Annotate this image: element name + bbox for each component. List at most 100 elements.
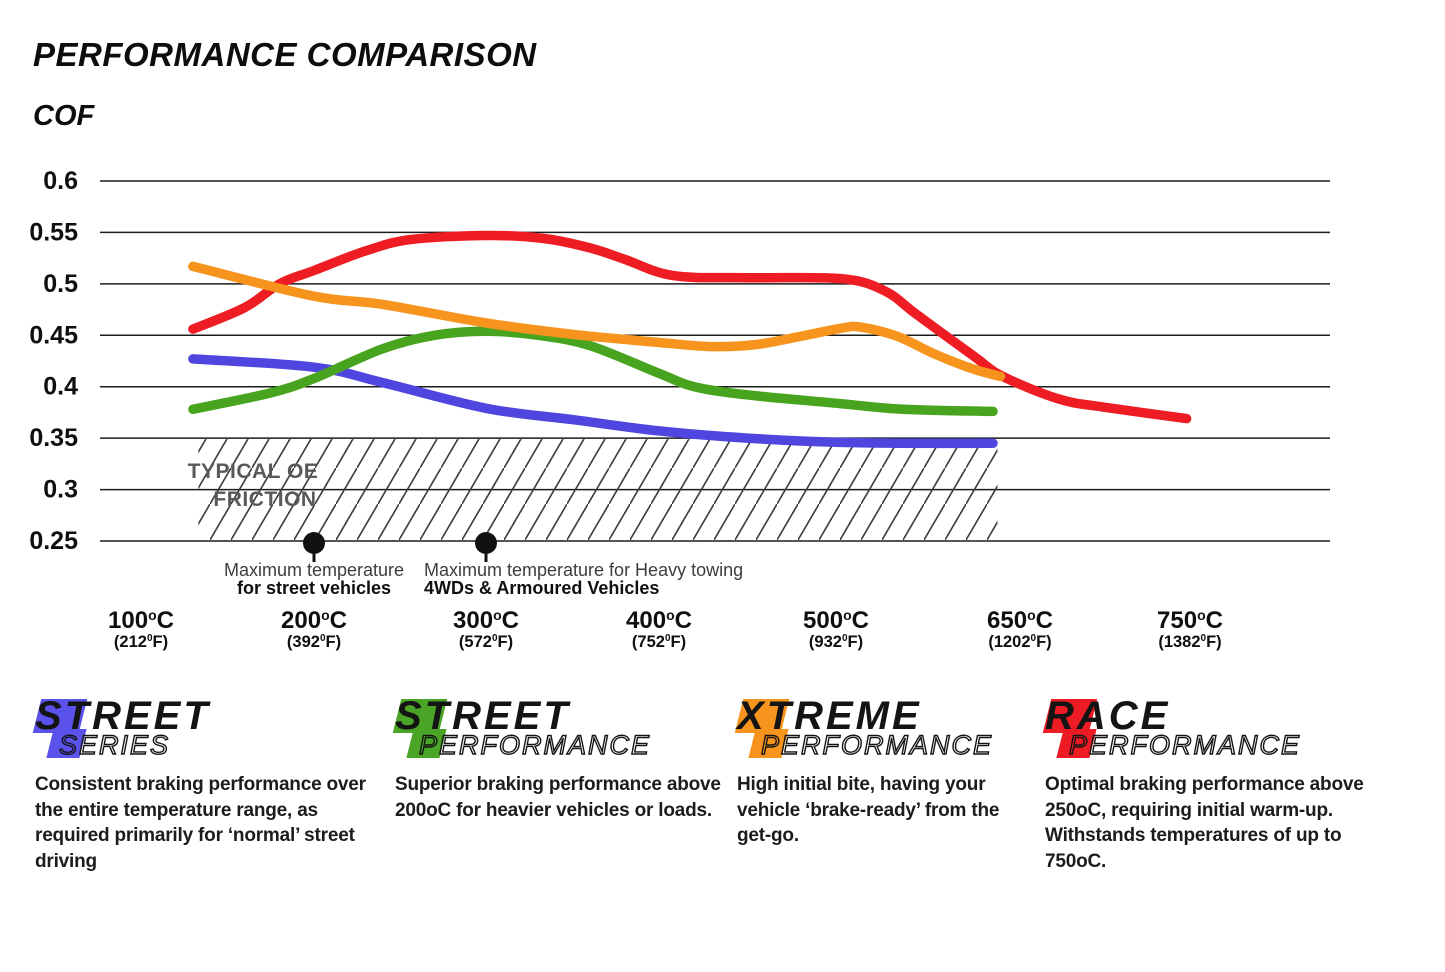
x-tick-celsius: 400oC	[626, 607, 692, 634]
degree-sup: o	[666, 607, 675, 623]
series-line-street-performance	[188, 326, 998, 417]
x-tick-value: (1382	[1158, 633, 1200, 651]
legend-description: High initial bite, having your vehicle ‘…	[737, 774, 1000, 846]
x-tick-unit: F)	[153, 633, 169, 651]
x-tick-unit: C	[157, 607, 174, 634]
degree-sup: o	[321, 607, 330, 623]
x-tick-unit: F)	[1206, 633, 1222, 651]
street-series-logo: STREET SERIES	[32, 694, 387, 770]
x-tick-fahrenheit: (9320F)	[809, 633, 863, 651]
x-tick-celsius: 300oC	[453, 607, 519, 634]
legend-description: Superior braking performance above 200oC…	[395, 774, 721, 821]
x-tick-value: (1202	[988, 633, 1030, 651]
x-tick-unit: F)	[1036, 633, 1052, 651]
y-tick-label: 0.35	[29, 424, 78, 452]
degree-sup: 0	[1201, 633, 1207, 644]
x-tick-unit: C	[852, 607, 869, 634]
oe-friction-label: TYPICAL OE FRICTION	[188, 460, 319, 511]
logo-word-primary: RACE	[1045, 694, 1171, 738]
legend-item-street-series: STREET SERIES Consistent braking perform…	[32, 694, 387, 872]
oe-friction-label-line2: FRICTION	[213, 488, 316, 511]
x-tick-unit: F)	[498, 633, 514, 651]
degree-sup: 0	[320, 633, 326, 644]
logo-word-primary: STREET	[35, 694, 211, 738]
x-tick-fahrenheit: (12020F)	[988, 633, 1051, 651]
x-tick-fahrenheit: (3920F)	[287, 633, 341, 651]
legend-description: Consistent braking performance over the …	[35, 774, 366, 872]
legend-item-xtreme-performance: XTREME PERFORMANCE High initial bite, ha…	[734, 694, 1029, 846]
degree-sup: o	[843, 607, 852, 623]
race-performance-logo: RACE PERFORMANCE	[1042, 694, 1381, 770]
x-tick-unit: C	[675, 607, 692, 634]
x-tick-unit: C	[330, 607, 347, 634]
logo-word-primary: XTREME	[737, 694, 922, 738]
legend-description: Optimal braking performance above 250oC,…	[1045, 774, 1364, 872]
degree-sup: 0	[1031, 633, 1037, 644]
x-tick-value: (392	[287, 633, 320, 651]
x-tick-value: (572	[459, 633, 492, 651]
logo-word-primary: STREET	[395, 694, 571, 738]
oe-friction-label-line1: TYPICAL OE	[188, 460, 319, 483]
degree-sup: 0	[492, 633, 498, 644]
logo-word-secondary: PERFORMANCE	[760, 730, 994, 760]
x-tick-unit: F)	[848, 633, 864, 651]
street-performance-logo: STREET PERFORMANCE	[392, 694, 725, 770]
page-title: PERFORMANCE COMPARISON	[33, 36, 537, 73]
x-tick-value: 400	[626, 607, 666, 634]
x-tick-celsius: 100oC	[108, 607, 174, 634]
annotation-line2: 4WDs & Armoured Vehicles	[424, 578, 659, 598]
y-tick-label: 0.55	[29, 218, 78, 246]
x-tick-value: 200	[281, 607, 321, 634]
degree-sup: 0	[665, 633, 671, 644]
degree-sup: o	[1197, 607, 1206, 623]
x-tick-celsius: 650oC	[987, 607, 1053, 634]
annotation-line1: Maximum temperature for Heavy towing	[424, 560, 743, 580]
series-line-race-performance	[188, 230, 1192, 424]
x-tick-celsius: 200oC	[281, 607, 347, 634]
logo-word-secondary: PERFORMANCE	[1068, 730, 1302, 760]
x-tick-value: 650	[987, 607, 1027, 634]
y-tick-label: 0.45	[29, 321, 78, 349]
degree-sup: 0	[147, 633, 153, 644]
annotation-line2: for street vehicles	[237, 578, 391, 598]
x-tick-unit: F)	[326, 633, 342, 651]
legend-item-street-performance: STREET PERFORMANCE Superior braking perf…	[392, 694, 725, 821]
x-tick-fahrenheit: (7520F)	[632, 633, 686, 651]
y-tick-label: 0.3	[43, 476, 78, 504]
y-tick-label: 0.25	[29, 527, 78, 555]
degree-sup: o	[493, 607, 502, 623]
xtreme-performance-logo: XTREME PERFORMANCE	[734, 694, 1029, 770]
x-tick-unit: C	[502, 607, 519, 634]
x-tick-value: (752	[632, 633, 665, 651]
x-tick-celsius: 750oC	[1157, 607, 1223, 634]
x-tick-value: 750	[1157, 607, 1197, 634]
legend-item-race-performance: RACE PERFORMANCE Optimal braking perform…	[1042, 694, 1381, 872]
x-tick-labels: 100oC(2120F)200oC(3920F)300oC(5720F)400o…	[108, 607, 1223, 651]
x-tick-fahrenheit: (5720F)	[459, 633, 513, 651]
x-tick-unit: C	[1036, 607, 1053, 634]
oe-friction-zone	[198, 439, 998, 540]
annotation-dot	[475, 532, 497, 554]
degree-sup: 0	[842, 633, 848, 644]
x-tick-value: (212	[114, 633, 147, 651]
y-tick-label: 0.4	[43, 373, 78, 401]
y-tick-label: 0.5	[43, 270, 78, 298]
x-tick-value: 500	[803, 607, 843, 634]
x-tick-unit: F)	[671, 633, 687, 651]
series-line-street-series	[188, 354, 998, 449]
series-line-xtreme-performance	[188, 261, 1006, 382]
x-tick-celsius: 500oC	[803, 607, 869, 634]
y-tick-labels: 0.6 0.55 0.5 0.45 0.4 0.35 0.3 0.25	[29, 167, 78, 555]
y-tick-label: 0.6	[43, 167, 78, 195]
x-tick-fahrenheit: (13820F)	[1158, 633, 1221, 651]
annotation-line1: Maximum temperature	[224, 560, 404, 580]
degree-sup: o	[148, 607, 157, 623]
y-axis-title: COF	[33, 100, 95, 132]
x-tick-value: (932	[809, 633, 842, 651]
logo-word-secondary: PERFORMANCE	[418, 730, 652, 760]
x-tick-value: 100	[108, 607, 148, 634]
x-tick-fahrenheit: (2120F)	[114, 633, 168, 651]
x-tick-unit: C	[1206, 607, 1223, 634]
